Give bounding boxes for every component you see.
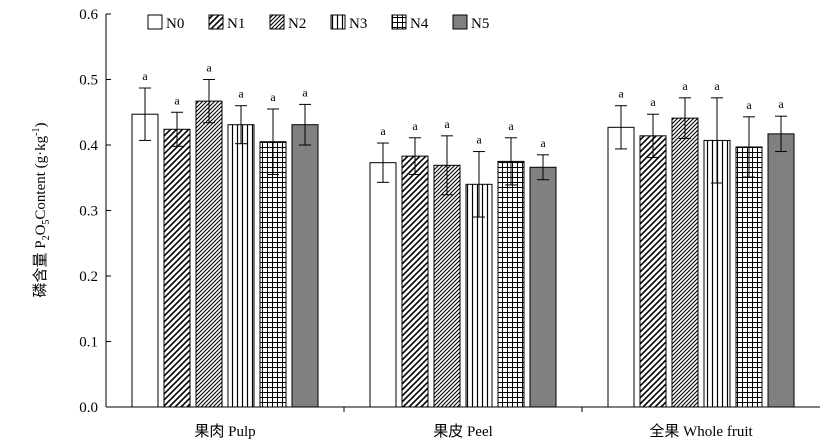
y-tick-label: 0.1 [79, 335, 98, 351]
significance-label: a [206, 61, 212, 75]
legend-label-n4: N4 [410, 16, 429, 32]
bar-n0 [369, 162, 397, 408]
significance-label: a [412, 119, 418, 133]
bar-n5 [291, 124, 319, 408]
significance-label: a [650, 95, 656, 109]
bars-layer: a a a a a a a a a a a a a a a a a a [131, 61, 795, 408]
bar-n5 [767, 133, 795, 408]
significance-label: a [238, 87, 244, 101]
bar-n2 [433, 164, 461, 408]
bar-n5 [529, 166, 557, 408]
bar-n0 [607, 126, 635, 408]
bar-n1 [163, 128, 191, 408]
significance-label: a [444, 117, 450, 131]
bar-n2 [671, 117, 699, 408]
legend-label-n0: N0 [166, 16, 184, 32]
y-tick-label: 0.4 [79, 138, 98, 154]
x-category-label: 果皮 Peel [433, 423, 493, 440]
axes: 0.0 0.1 0.2 0.3 0.4 0.5 0.6 果肉 Pulp 果皮 Peel 全果 Wh… [79, 7, 820, 440]
significance-label: a [174, 93, 180, 107]
legend-swatch-n2 [269, 14, 285, 30]
bar-n0 [131, 113, 159, 408]
bar-n3 [227, 124, 255, 408]
bar-n4 [497, 160, 525, 408]
y-tick-label: 0.2 [79, 269, 98, 285]
y-axis-title: 磷含量 P2O5Content (g·kg-1) [31, 122, 52, 297]
y-tick-label: 0.5 [79, 73, 98, 89]
bar-n3 [465, 183, 493, 408]
legend-swatch-n0 [147, 14, 163, 30]
bar-n1 [401, 155, 429, 408]
legend-label-n3: N3 [349, 16, 367, 32]
significance-label: a [142, 69, 148, 83]
legend-label-n5: N5 [471, 16, 489, 32]
legend-swatch-n4 [391, 14, 407, 30]
significance-label: a [778, 97, 784, 111]
significance-label: a [302, 85, 308, 99]
x-category-label: 全果 Whole fruit [649, 422, 753, 440]
bar-n4 [259, 141, 287, 408]
bar-n2 [195, 100, 223, 408]
significance-label: a [380, 124, 386, 138]
x-category-label: 果肉 Pulp [194, 423, 255, 440]
significance-label: a [270, 90, 276, 104]
significance-label: a [540, 136, 546, 150]
bar-n4 [735, 146, 763, 408]
y-tick-label: 0.0 [79, 400, 98, 416]
significance-label: a [618, 87, 624, 101]
bar-n3 [703, 139, 731, 408]
significance-label: a [714, 79, 720, 93]
legend: N0 N1 N2 N3 N4 N5 [147, 14, 489, 32]
significance-label: a [508, 119, 514, 133]
y-tick-label: 0.3 [79, 204, 98, 220]
legend-swatch-n1 [208, 14, 224, 30]
legend-label-n1: N1 [227, 16, 245, 32]
y-tick-label: 0.6 [79, 7, 98, 23]
significance-label: a [682, 79, 688, 93]
significance-label: a [476, 133, 482, 147]
legend-swatch-n3 [330, 14, 346, 30]
legend-label-n2: N2 [288, 16, 306, 32]
legend-swatch-n5 [452, 14, 468, 30]
bar-n1 [639, 135, 667, 408]
significance-label: a [746, 98, 752, 112]
